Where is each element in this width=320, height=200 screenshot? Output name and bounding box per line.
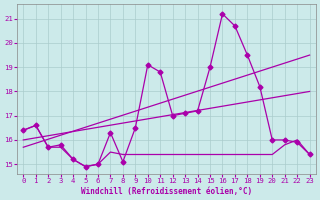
X-axis label: Windchill (Refroidissement éolien,°C): Windchill (Refroidissement éolien,°C) xyxy=(81,187,252,196)
